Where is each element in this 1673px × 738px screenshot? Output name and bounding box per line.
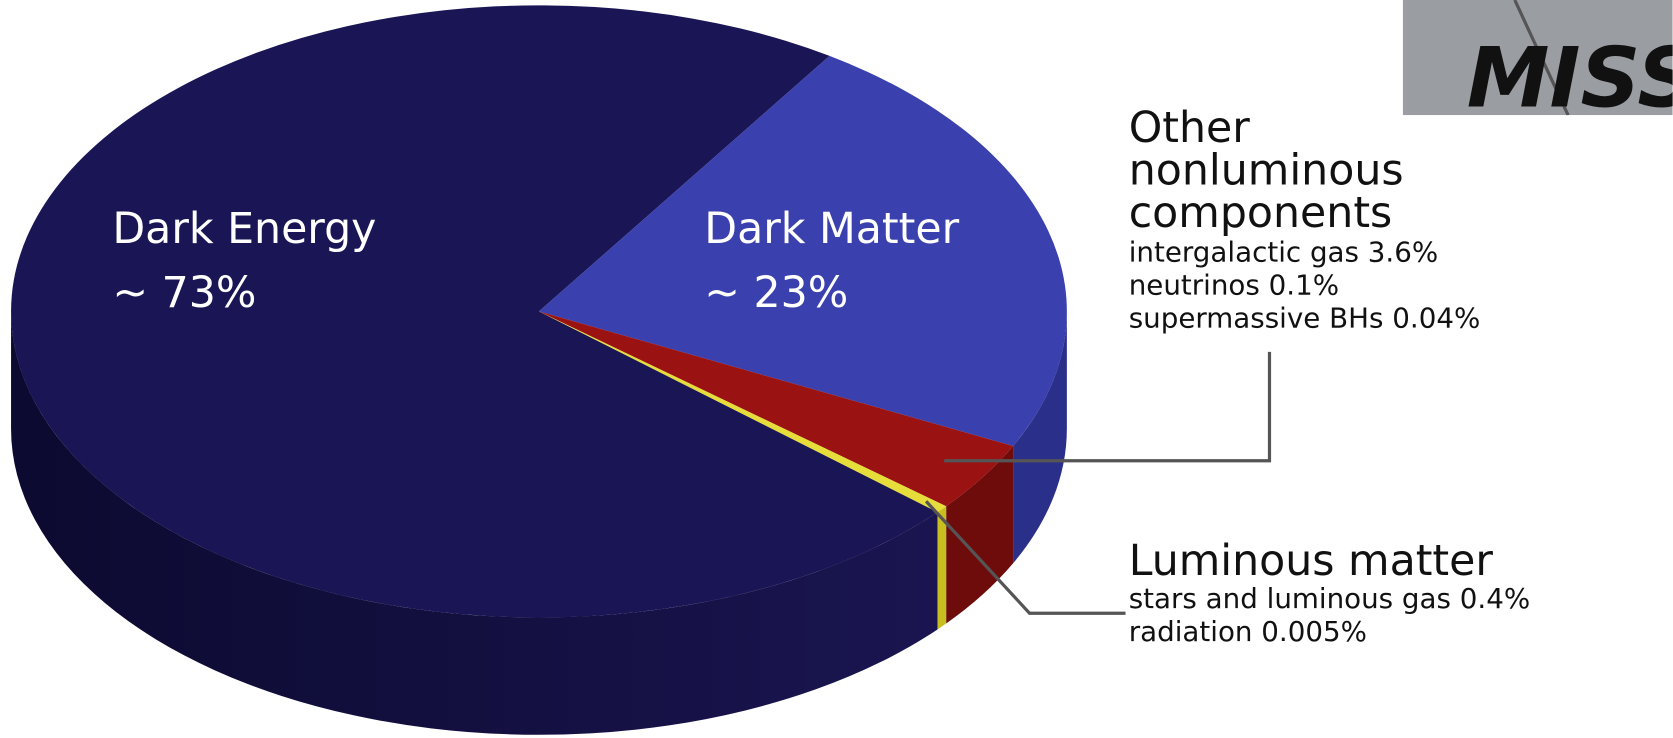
detail-value: 0.1% xyxy=(1269,268,1339,301)
slice-value-label: ~ 73% xyxy=(112,268,256,318)
detail-value: 0.005% xyxy=(1261,615,1367,648)
detail-name: supermassive BHs xyxy=(1129,301,1384,334)
detail-line: supermassive BHs 0.04% xyxy=(1129,301,1481,334)
detail-line: radiation 0.005% xyxy=(1129,615,1367,648)
slice-label: Dark Energy xyxy=(112,204,376,254)
slice-label-box: Other nonluminous components xyxy=(1128,106,1404,238)
photo-text: MISSIN xyxy=(1467,30,1673,127)
slice-label: Dark Matter xyxy=(704,204,959,254)
pie-slice xyxy=(538,311,1014,507)
detail-name: radiation xyxy=(1129,615,1253,648)
inset-photo: MISSIN xyxy=(1402,0,1673,127)
labels: Dark Energy ~ 73% Dark Matter ~ 23% Other no… xyxy=(112,107,1530,648)
leader-line xyxy=(944,351,1272,463)
detail-line: neutrinos 0.1% xyxy=(1129,268,1339,301)
photo-background xyxy=(1402,0,1673,116)
pie-slice xyxy=(538,55,1067,446)
detail-value: 0.4% xyxy=(1460,582,1530,615)
detail-value: 3.6% xyxy=(1368,235,1438,268)
detail-value: 0.04% xyxy=(1392,301,1480,334)
detail-name: stars and luminous gas xyxy=(1129,582,1451,615)
detail-line: stars and luminous gas 0.4% xyxy=(1129,582,1530,615)
pie-tops xyxy=(11,5,1067,618)
pie-side xyxy=(1013,311,1067,564)
slice-label: Luminous matter xyxy=(1129,536,1494,586)
slice-value-label: ~ 23% xyxy=(704,268,848,318)
detail-name: intergalactic gas xyxy=(1129,235,1359,268)
detail-name: neutrinos xyxy=(1129,268,1260,301)
pie-slice xyxy=(11,5,938,618)
leader-line xyxy=(924,500,1126,615)
slice-label: Other nonluminous components xyxy=(1128,106,1404,238)
pie-side xyxy=(937,506,947,630)
pie-side xyxy=(11,311,938,735)
photo-detail xyxy=(1513,0,1570,116)
pie-slice xyxy=(538,311,947,513)
detail-line: intergalactic gas 3.6% xyxy=(1129,235,1438,268)
